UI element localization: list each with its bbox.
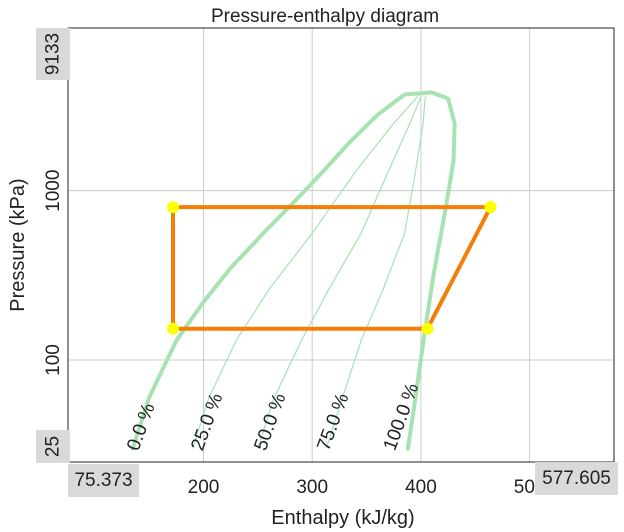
cycle-state-point [421, 322, 434, 335]
plot-frame [67, 27, 615, 463]
axis-limit-label: 75.373 [74, 470, 132, 491]
axis-limit-badge [535, 462, 618, 495]
axis-limit-badge [36, 28, 70, 80]
saturation-dome [130, 90, 457, 451]
axis-limit-badge [36, 430, 70, 463]
grid [68, 28, 614, 462]
refrigeration-cycle [167, 201, 497, 335]
axis-limit-badge [68, 464, 139, 497]
cycle-state-point [167, 322, 180, 335]
x-tick-label: 400 [405, 477, 437, 498]
y-tick-label: 1000 [43, 170, 64, 212]
y-axis-label: Pressure (kPa) [7, 178, 29, 311]
cycle-state-point [167, 201, 180, 214]
x-tick-label: 200 [188, 477, 220, 498]
saturation-curve [130, 90, 457, 451]
axis-limit-label: 577.605 [542, 468, 611, 489]
y-tick-label: 100 [43, 344, 64, 376]
axis-limit-label: 9133 [43, 33, 64, 75]
quality-line [192, 96, 419, 449]
chart-title: Pressure-enthalpy diagram [211, 6, 439, 27]
axis-limit-label: 25 [43, 436, 64, 457]
x-axis-label: Enthalpy (kJ/kg) [271, 507, 414, 529]
quality-line [257, 96, 422, 449]
cycle-state-point [484, 201, 497, 214]
x-tick-label: 300 [296, 477, 328, 498]
quality-line [325, 96, 426, 449]
